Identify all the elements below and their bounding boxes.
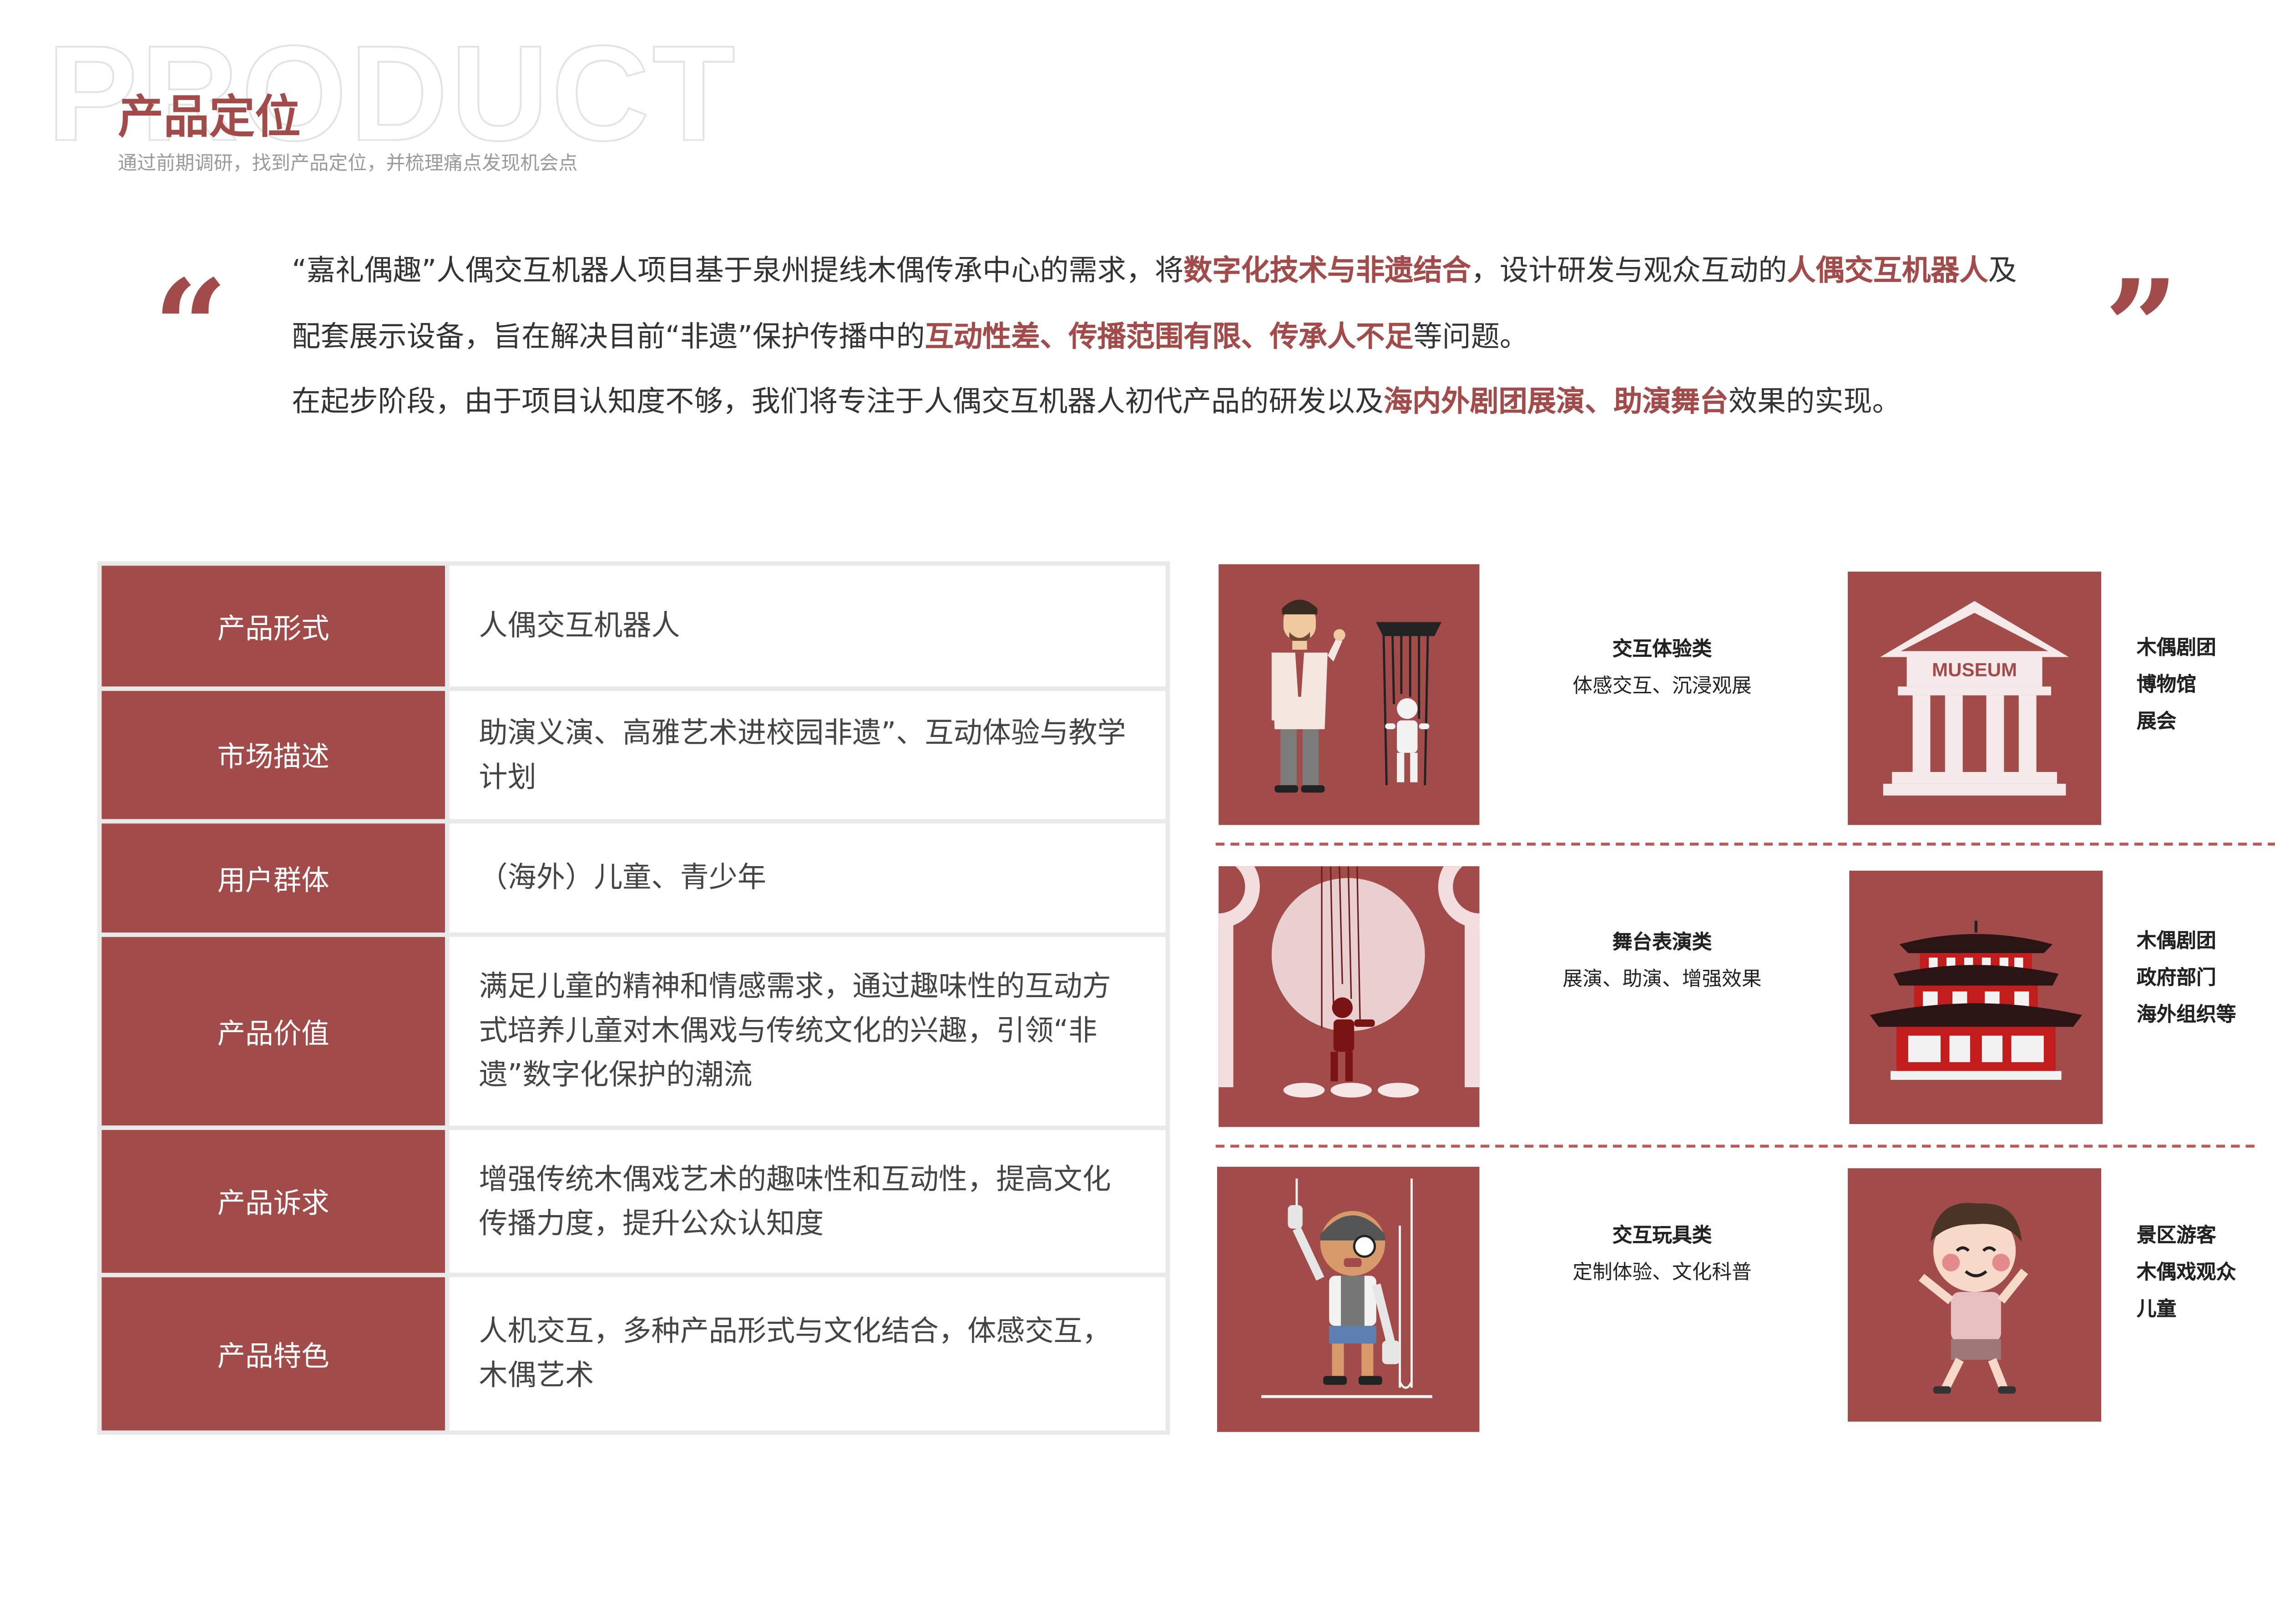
product-table: 产品形式 人偶交互机器人 市场描述 助演义演、高雅艺术进校园非遗”、互动体验与教… bbox=[97, 561, 1170, 1435]
intro-text: 效果的实现。 bbox=[1728, 384, 1901, 419]
row-label: 产品形式 bbox=[101, 565, 445, 687]
row-value: 人机交互，多种产品形式与文化结合，体感交互，木偶艺术 bbox=[479, 1314, 1111, 1392]
happy-child-icon bbox=[1918, 1203, 2028, 1394]
puppet-toy-illustration bbox=[1217, 1166, 1480, 1432]
row-label: 用户群体 bbox=[101, 823, 445, 933]
intro-text: “嘉礼偶趣”人偶交互机器人项目基于泉州提线木偶传承中心的需求，将 bbox=[292, 253, 1184, 287]
category-subtitle: 展演、助演、增强效果 bbox=[1562, 968, 1762, 992]
row-divider bbox=[101, 1125, 1166, 1130]
row-divider bbox=[101, 686, 1166, 691]
row-label: 产品特色 bbox=[101, 1277, 445, 1431]
stage-puppet-illustration bbox=[1218, 866, 1480, 1127]
intro-highlight: 人偶交互机器人 bbox=[1787, 253, 1988, 287]
audience-item: 木偶戏观众 bbox=[2136, 1261, 2236, 1285]
row-value: 增强传统木偶戏艺术的趣味性和互动性，提高文化传播力度，提升公众认知度 bbox=[479, 1161, 1111, 1240]
table-row: 市场描述 助演义演、高雅艺术进校园非遗”、互动体验与教学计划 bbox=[101, 691, 1165, 819]
dashed-divider bbox=[1215, 1145, 2255, 1148]
row-value: 人偶交互机器人 bbox=[479, 608, 680, 642]
museum-sign: MUSEUM bbox=[1932, 659, 2017, 680]
audience-item: 景区游客 bbox=[2136, 1224, 2216, 1248]
museum-icon: MUSEUM bbox=[1880, 601, 2069, 796]
row-value: 助演义演、高雅艺术进校园非遗”、互动体验与教学计划 bbox=[479, 715, 1126, 793]
table-row: 产品诉求 增强传统木偶戏艺术的趣味性和互动性，提高文化传播力度，提升公众认知度 bbox=[101, 1130, 1165, 1273]
pagoda-icon bbox=[1870, 921, 2083, 1080]
category-title: 交互体验类 bbox=[1612, 638, 1712, 662]
row-label: 产品价值 bbox=[101, 937, 445, 1126]
row-value: 满足儿童的精神和情感需求，通过趣味性的互动方式培养儿童对木偶戏与传统文化的兴趣，… bbox=[479, 969, 1111, 1092]
table-row: 产品特色 人机交互，多种产品形式与文化结合，体感交互，木偶艺术 bbox=[101, 1277, 1165, 1431]
page-subtitle: 通过前期调研，找到产品定位，并梳理痛点发现机会点 bbox=[118, 153, 578, 176]
row-label: 市场描述 bbox=[101, 691, 445, 819]
dashed-divider bbox=[1215, 842, 2275, 846]
row-label: 产品诉求 bbox=[101, 1130, 445, 1273]
intro-text: 及配套展示设备，旨在解决目前“非遗”保护传播中的 bbox=[292, 253, 2017, 353]
audience-list: 木偶剧团 博物馆 展会 bbox=[2137, 630, 2216, 741]
quote-open-mark: “ bbox=[153, 250, 228, 404]
man-and-puppet-illustration bbox=[1218, 564, 1480, 825]
quote-close-mark: ” bbox=[2104, 250, 2179, 404]
category-subtitle: 定制体验、文化科普 bbox=[1572, 1261, 1752, 1285]
row-value: （海外）儿童、青少年 bbox=[479, 860, 767, 894]
intro-text: 在起步阶段，由于项目认知度不够，我们将专注于人偶交互机器人初代产品的研发以及 bbox=[292, 384, 1384, 419]
audience-list: 景区游客 木偶戏观众 儿童 bbox=[2137, 1218, 2236, 1329]
audience-item: 儿童 bbox=[2136, 1298, 2177, 1321]
category-subtitle: 体感交互、沉浸观展 bbox=[1572, 675, 1752, 699]
audience-item: 政府部门 bbox=[2136, 966, 2216, 990]
chinese-theater-illustration bbox=[1849, 870, 2103, 1124]
row-divider bbox=[101, 932, 1166, 937]
column-divider bbox=[445, 565, 450, 1431]
marionette-icon bbox=[1261, 1178, 1432, 1398]
child-illustration bbox=[1848, 1168, 2102, 1422]
category-title: 舞台表演类 bbox=[1612, 931, 1712, 955]
table-row: 用户群体 （海外）儿童、青少年 bbox=[101, 823, 1165, 933]
man-puppet-icon bbox=[1271, 600, 1441, 793]
audience-list: 木偶剧团 政府部门 海外组织等 bbox=[2137, 924, 2236, 1034]
category-title: 交互玩具类 bbox=[1612, 1224, 1712, 1248]
audience-item: 展会 bbox=[2136, 710, 2177, 734]
audience-item: 木偶剧团 bbox=[2136, 636, 2216, 660]
page-title: 产品定位 bbox=[118, 91, 301, 145]
intro-text: 等问题。 bbox=[1413, 319, 1529, 353]
intro-highlight: 海内外剧团展演、助演舞台 bbox=[1384, 384, 1729, 419]
table-row: 产品价值 满足儿童的精神和情感需求，通过趣味性的互动方式培养儿童对木偶戏与传统文… bbox=[101, 937, 1165, 1126]
audience-item: 博物馆 bbox=[2136, 673, 2196, 697]
audience-item: 木偶剧团 bbox=[2136, 929, 2216, 953]
watermark-text: PRODUCT bbox=[46, 19, 738, 170]
intro-highlight: 数字化技术与非遗结合 bbox=[1183, 253, 1471, 287]
intro-text: ，设计研发与观众互动的 bbox=[1471, 253, 1787, 287]
row-divider bbox=[101, 819, 1166, 824]
table-row: 产品形式 人偶交互机器人 bbox=[101, 565, 1165, 687]
intro-highlight: 互动性差、传播范围有限、传承人不足 bbox=[925, 319, 1414, 353]
intro-paragraph: “嘉礼偶趣”人偶交互机器人项目基于泉州提线木偶传承中心的需求，将数字化技术与非遗… bbox=[292, 239, 2030, 435]
audience-item: 海外组织等 bbox=[2136, 1003, 2236, 1027]
row-divider bbox=[101, 1273, 1166, 1277]
museum-illustration: MUSEUM bbox=[1848, 571, 2102, 825]
stage-spotlight-icon bbox=[1218, 866, 1480, 1098]
